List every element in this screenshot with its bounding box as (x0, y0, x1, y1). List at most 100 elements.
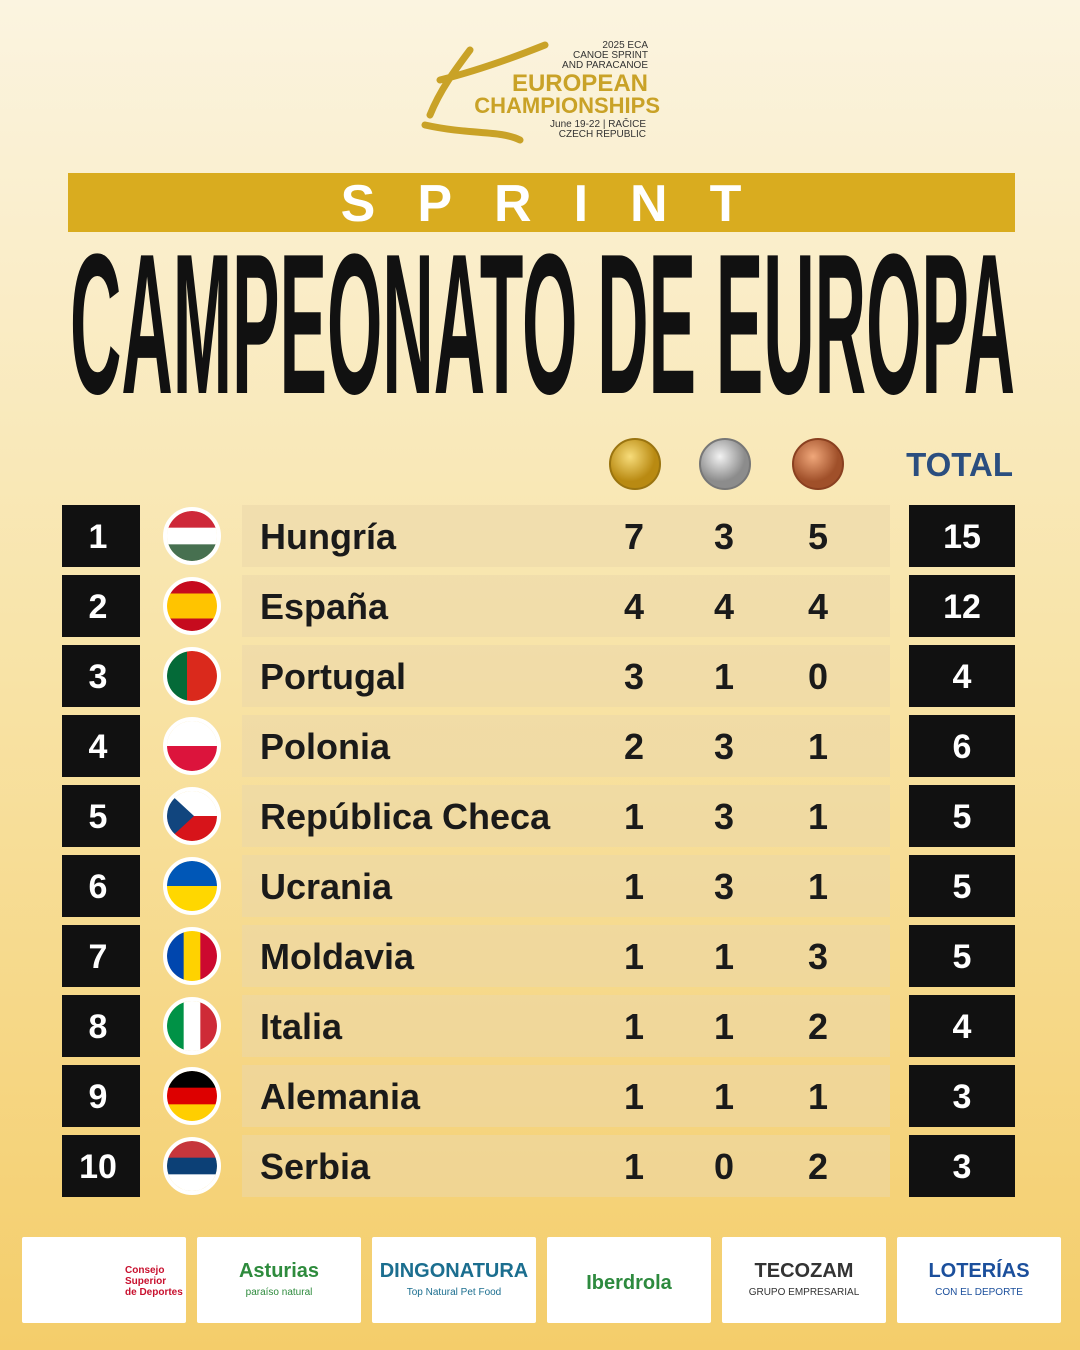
flag (167, 1071, 217, 1121)
silver-count: 0 (714, 1146, 734, 1187)
logo-text: AND PARACANOE (562, 60, 648, 71)
gold-count: 1 (624, 1146, 644, 1187)
total-header: TOTAL (906, 446, 1013, 483)
flag (167, 511, 217, 561)
country: Portugal (260, 656, 406, 697)
table-row: 9 Alemania 1 1 1 3 (62, 1065, 1015, 1127)
flag-stripe (167, 511, 217, 529)
total-box (909, 785, 1015, 847)
flag-border (163, 717, 221, 775)
flag-stripe (167, 1104, 217, 1121)
rank-box (62, 1135, 140, 1197)
sponsor-text: DINGONATURA (380, 1260, 529, 1282)
bronze-count: 1 (808, 866, 828, 907)
banner (68, 173, 1015, 232)
logo-mark (421, 41, 549, 144)
total-box (909, 1065, 1015, 1127)
gold-medal-icon (609, 438, 661, 490)
gold-count: 1 (624, 1006, 644, 1047)
flag-stripe (183, 1001, 201, 1051)
gold-count: 2 (624, 726, 644, 767)
sponsor-text: GRUPO EMPRESARIAL (749, 1287, 860, 1298)
flag-stripe (200, 931, 217, 981)
table-row: 6 Ucrania 1 3 1 5 (62, 855, 1015, 917)
sponsor-box (722, 1237, 886, 1323)
rank-box (62, 785, 140, 847)
sponsor-box (22, 1237, 186, 1323)
total: 4 (953, 658, 972, 696)
flag-stripe (167, 1001, 185, 1051)
rank-box (62, 645, 140, 707)
total: 15 (943, 518, 981, 556)
silver-count: 4 (714, 586, 734, 627)
total: 12 (943, 588, 981, 626)
flag-stripe (207, 651, 217, 701)
flag-stripe (167, 651, 178, 701)
total: 5 (953, 868, 972, 906)
row-bar (242, 1135, 890, 1197)
rank: 7 (89, 938, 108, 976)
logo-text: CHAMPIONSHIPS (474, 93, 660, 118)
flag-stripe (183, 931, 201, 981)
flag (167, 651, 217, 701)
bronze-count: 1 (808, 1076, 828, 1117)
logo-text: 2025 ECA (602, 40, 648, 51)
country: Polonia (260, 726, 391, 767)
bronze-count: 4 (808, 586, 828, 627)
total-box (909, 1135, 1015, 1197)
flag-border (163, 927, 221, 985)
flag (167, 1001, 217, 1051)
silver-count: 3 (714, 866, 734, 907)
sponsor-text: Asturias (239, 1260, 319, 1282)
row-bar (242, 645, 890, 707)
sponsor-text: Superior (125, 1276, 166, 1287)
row-bar (242, 1065, 890, 1127)
flag-stripe (167, 1141, 217, 1159)
rank-box (62, 1065, 140, 1127)
rank-box (62, 925, 140, 987)
table-row: 2 España 4 4 4 12 (62, 575, 1015, 637)
total-box (909, 995, 1015, 1057)
rank-box (62, 715, 140, 777)
bronze-count: 2 (808, 1006, 828, 1047)
rank: 6 (89, 868, 108, 906)
silver-count: 1 (714, 936, 734, 977)
flag-stripe (197, 651, 208, 701)
country: España (260, 586, 389, 627)
bronze-count: 0 (808, 656, 828, 697)
row-bar (242, 575, 890, 637)
rank-box (62, 855, 140, 917)
rank: 3 (89, 658, 108, 696)
bronze-count: 2 (808, 1146, 828, 1187)
country: Moldavia (260, 936, 415, 977)
table-row: 5 República Checa 1 3 1 5 (62, 785, 1015, 847)
country: Ucrania (260, 866, 393, 907)
total-box (909, 925, 1015, 987)
silver-count: 3 (714, 796, 734, 837)
sponsor-text: TECOZAM (755, 1260, 854, 1282)
country: Alemania (260, 1076, 421, 1117)
rank-box (62, 575, 140, 637)
silver-medal-icon (699, 438, 751, 490)
row-bar (242, 995, 890, 1057)
row-bar (242, 785, 890, 847)
bronze-count: 5 (808, 516, 828, 557)
total-box (909, 505, 1015, 567)
sponsor-text: LOTERÍAS (928, 1259, 1029, 1282)
flag-border (163, 1067, 221, 1125)
rank: 2 (89, 588, 108, 626)
total: 3 (953, 1078, 972, 1116)
rank: 5 (89, 798, 108, 836)
logo-text: June 19-22 | RAČICE (550, 117, 646, 130)
flag-stripe (177, 651, 188, 701)
title: CAMPEONATO DE EUROPA (70, 213, 1015, 436)
country: Italia (260, 1006, 343, 1047)
flag-border (163, 1137, 221, 1195)
table-row: 8 Italia 1 1 2 4 (62, 995, 1015, 1057)
rank: 1 (89, 518, 108, 556)
total: 3 (953, 1148, 972, 1186)
logo-text: CZECH REPUBLIC (559, 129, 646, 140)
logo-text: EUROPEAN (512, 70, 648, 97)
gold-count: 1 (624, 796, 644, 837)
